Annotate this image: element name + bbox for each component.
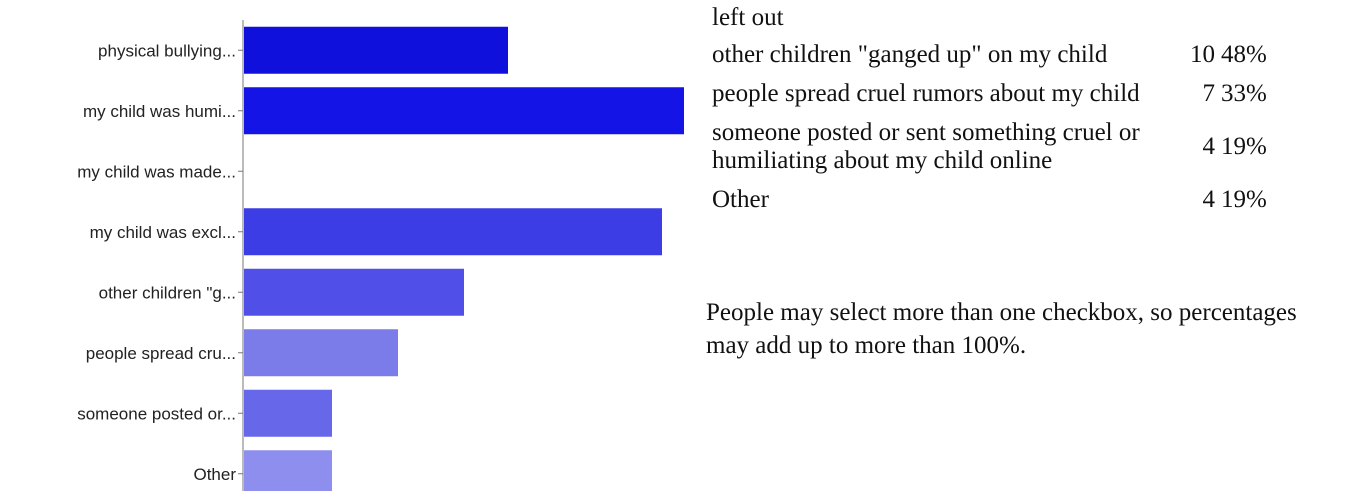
category-label: physical bullying... xyxy=(98,41,236,60)
category-label: my child was made... xyxy=(77,162,236,181)
category-label: my child was humi... xyxy=(83,102,236,121)
bar-chart: physical bullying... my child was humi...… xyxy=(77,20,684,491)
category-label: someone posted or... xyxy=(77,404,236,423)
bar xyxy=(244,26,508,74)
table-row: Other 4 19% xyxy=(700,183,1267,222)
response-count: 4 xyxy=(1202,133,1216,160)
response-label: people spread cruel rumors about my chil… xyxy=(712,80,1140,107)
bar xyxy=(244,87,684,135)
response-percent: 19% xyxy=(1221,133,1267,160)
table-row: people spread cruel rumors about my chil… xyxy=(700,77,1267,116)
response-label: other children "ganged up" on my child xyxy=(712,41,1108,68)
response-percent: 19% xyxy=(1221,186,1267,213)
response-percent: 33% xyxy=(1221,80,1267,107)
response-percent: 48% xyxy=(1221,41,1267,68)
table-row: left out xyxy=(700,0,1267,38)
response-count xyxy=(1182,0,1215,38)
response-count: 7 xyxy=(1202,80,1216,107)
response-count: 4 xyxy=(1202,186,1216,213)
category-label: other children "g... xyxy=(99,283,236,302)
category-label: Other xyxy=(193,465,236,484)
response-label: someone posted or sent something cruel o… xyxy=(712,119,1140,174)
response-label: Other xyxy=(712,186,769,213)
bar xyxy=(244,389,332,437)
bar xyxy=(244,450,332,491)
bar xyxy=(244,208,662,256)
table-row: someone posted or sent something cruel o… xyxy=(700,116,1267,183)
response-count: 10 xyxy=(1190,41,1215,68)
table-row: other children "ganged up" on my child 1… xyxy=(700,38,1267,77)
category-label: my child was excl... xyxy=(90,223,236,242)
summary-table-panel: left out other children "ganged up" on m… xyxy=(700,0,1340,222)
response-percent xyxy=(1215,0,1267,38)
response-label: left out xyxy=(712,4,784,31)
multi-select-note: People may select more than one checkbox… xyxy=(706,299,1297,359)
bar xyxy=(244,329,398,377)
category-label: people spread cru... xyxy=(86,344,236,363)
summary-table: left out other children "ganged up" on m… xyxy=(700,0,1267,222)
bar xyxy=(244,268,464,316)
